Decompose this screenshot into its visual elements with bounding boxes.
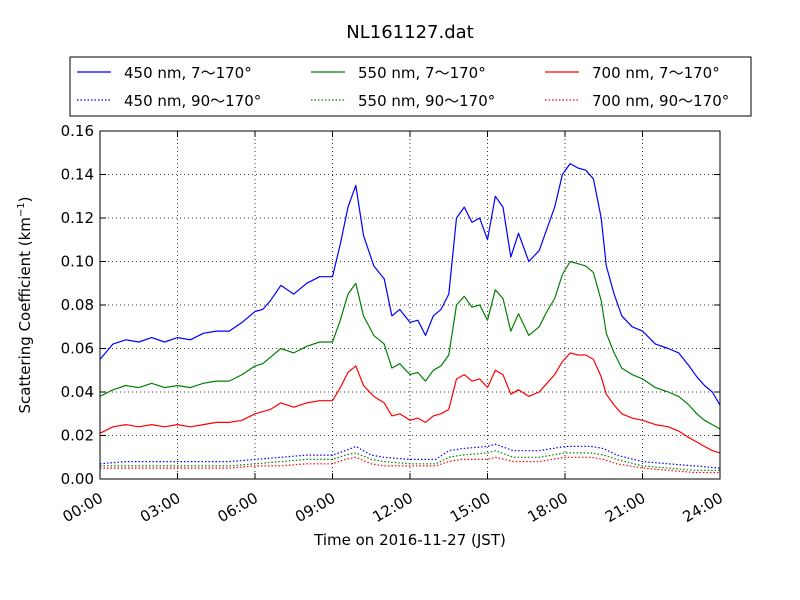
x-tick-label: 24:00: [680, 489, 726, 526]
chart-legend: 450 nm, 7～170° 550 nm, 7～170° 700 nm, 7～17…: [69, 56, 752, 117]
x-tick-label: 06:00: [215, 489, 261, 526]
y-tick-label: 0.14: [61, 166, 94, 184]
y-axis-label-text: Scattering Coefficient (km: [16, 217, 34, 413]
series-line-0: [99, 163, 721, 406]
y-tick-label: 0.16: [61, 122, 94, 140]
legend-frame: [69, 56, 752, 117]
y-axis-label-exponent: −1: [16, 202, 27, 217]
y-axis-label-close: ): [16, 196, 34, 202]
y-tick-label: 0.04: [61, 383, 94, 401]
y-tick-label: 0.02: [61, 427, 94, 445]
x-tick-label: 15:00: [447, 489, 493, 526]
x-tick-label: 21:00: [602, 489, 648, 526]
legend-label: 450 nm, 90～170°: [124, 92, 261, 110]
series-line-3: [99, 443, 721, 469]
y-tick-label: 0.12: [61, 209, 94, 227]
y-axis-label: Scattering Coefficient (km−1): [16, 196, 34, 413]
legend-label: 550 nm, 90～170°: [358, 92, 495, 110]
y-tick-label: 0.10: [61, 253, 94, 271]
y-tick-label: 0.06: [61, 340, 94, 358]
x-tick-label: 12:00: [370, 489, 416, 526]
grid-lines: [100, 131, 720, 479]
x-axis-label: Time on 2016-11-27 (JST): [313, 531, 506, 549]
series-line-2: [99, 352, 721, 454]
x-tick-label: 03:00: [137, 489, 183, 526]
series-line-1: [99, 260, 721, 430]
series-layer: [99, 163, 721, 474]
legend-label: 550 nm, 7～170°: [358, 64, 486, 82]
y-tick-label: 0.08: [61, 296, 94, 314]
legend-label: 450 nm, 7～170°: [124, 64, 252, 82]
x-tick-label: 09:00: [292, 489, 338, 526]
legend-label: 700 nm, 90～170°: [592, 92, 729, 110]
y-tick-label: 0.00: [61, 470, 94, 488]
chart-title: NL161127.dat: [346, 22, 473, 43]
x-tick-label: 18:00: [525, 489, 571, 526]
series-line-5: [100, 456, 720, 474]
x-tick-label: 00:00: [60, 489, 106, 526]
legend-label: 700 nm, 7～170°: [592, 64, 720, 82]
